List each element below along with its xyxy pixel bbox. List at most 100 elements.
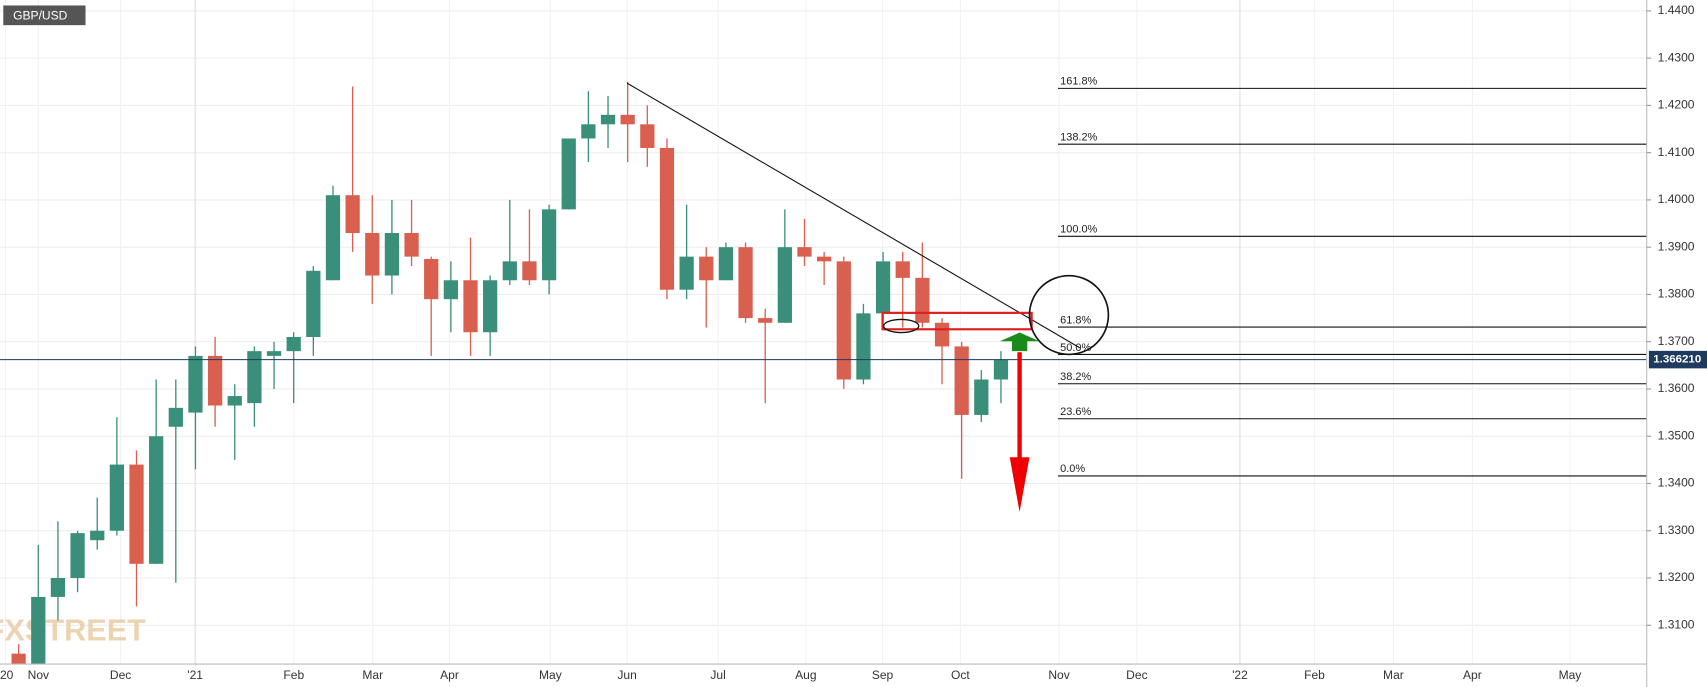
candle-body (856, 313, 871, 380)
y-tick-label: 1.4000 (1658, 192, 1695, 206)
candle-body (699, 256, 714, 281)
x-tick-label: '21 (187, 668, 203, 682)
candle-body (875, 261, 891, 314)
candle-body (954, 346, 969, 415)
candle-body (541, 209, 557, 281)
x-tick-label: May (539, 668, 562, 682)
up-arrow (999, 332, 1040, 352)
x-tick-label: Mar (362, 668, 383, 682)
candle-body (600, 114, 616, 125)
y-tick-label: 1.3700 (1658, 334, 1695, 348)
candle-body (109, 464, 124, 531)
x-tick-label: Aug (795, 668, 816, 682)
candle-body (718, 247, 734, 281)
candle-body (247, 351, 262, 404)
y-tick-label: 1.3200 (1658, 570, 1695, 584)
candle-body (207, 355, 223, 406)
fib-label: 61.8% (1060, 314, 1091, 326)
fib-label: 100.0% (1060, 224, 1097, 236)
candle-body (561, 138, 576, 210)
y-tick-label: 1.4200 (1658, 98, 1695, 112)
fib-label: 0.0% (1060, 463, 1085, 475)
circle-mark (1028, 274, 1110, 356)
fib-label: 38.2% (1060, 371, 1091, 383)
fib-label: 50.0% (1060, 342, 1091, 354)
candle-body (129, 464, 144, 564)
candle-body (463, 280, 478, 333)
axes: 1.3100 1.3200 1.3300 1.3400 1.3500 1.3600 1.37… (0, 3, 1707, 682)
y-tick-label: 1.4400 (1658, 3, 1695, 17)
x-tick-label: Feb (1304, 668, 1325, 682)
candle-body (581, 124, 596, 139)
candle-body (522, 261, 537, 281)
x-tick-label: May (1559, 668, 1582, 682)
x-tick-label: Apr (440, 668, 459, 682)
candle-body (974, 379, 989, 415)
fib-label: 138.2% (1060, 131, 1097, 143)
candle-body (836, 261, 851, 380)
candle-body (777, 247, 792, 323)
y-tick-label: 1.3300 (1658, 523, 1695, 537)
fib-label: 23.6% (1060, 406, 1091, 418)
candle-body (11, 653, 26, 665)
x-tick-label: '20 (0, 668, 14, 682)
y-tick-label: 1.3100 (1658, 617, 1695, 631)
candle-body (149, 436, 164, 564)
watermark: FXSTREET (0, 613, 146, 647)
candle-body (227, 396, 242, 406)
symbol: GBP/USD (13, 9, 68, 23)
candle-body (915, 277, 930, 323)
candle-body (934, 322, 950, 347)
x-tick-label: Jul (710, 668, 725, 682)
y-tick-label: 1.3400 (1658, 476, 1695, 490)
candle-body (31, 596, 46, 665)
candle-body (502, 261, 517, 281)
highlight-box (881, 311, 1033, 331)
x-tick-label: Nov (28, 668, 49, 682)
x-tick-label: Nov (1048, 668, 1069, 682)
candle-body (817, 256, 832, 262)
candle-body (188, 355, 203, 413)
candle-body (679, 256, 694, 290)
candle-body (325, 195, 341, 281)
candle-body (797, 247, 812, 257)
x-tick-label: Sep (872, 668, 894, 682)
candle-body (365, 233, 380, 276)
y-tick-label: 1.3900 (1658, 239, 1695, 253)
x-tick-label: Apr (1463, 668, 1482, 682)
candle-body (384, 233, 400, 276)
x-tick-label: Mar (1383, 668, 1404, 682)
y-tick-label: 1.4100 (1658, 145, 1695, 159)
x-tick-label: Oct (951, 668, 970, 682)
candle-body (659, 147, 675, 290)
y-tick-label: 1.3500 (1658, 428, 1695, 442)
candle-body (168, 407, 183, 427)
fib-label: 161.8% (1060, 76, 1097, 88)
candle-body (306, 270, 321, 337)
y-tick-label: 1.3600 (1658, 381, 1695, 395)
symbol-box (3, 5, 86, 26)
x-tick-label: Feb (283, 668, 304, 682)
candle-body (424, 258, 439, 300)
x-tick-label: '22 (1232, 668, 1248, 682)
candle-body (404, 233, 419, 257)
candle-body (345, 195, 360, 234)
price-label: 1.366210 (1653, 354, 1701, 366)
candle-body (640, 124, 655, 148)
candle-body (266, 351, 282, 356)
ellipse-mark (882, 318, 920, 334)
price-tag (1648, 350, 1707, 369)
candle-body (738, 247, 753, 319)
candle-body (90, 530, 105, 541)
x-tick-label: Dec (1126, 668, 1147, 682)
x-tick-label: Dec (110, 668, 131, 682)
candle-body (443, 280, 458, 300)
y-tick-label: 1.4300 (1658, 50, 1695, 64)
candle-body (758, 318, 773, 323)
candle-body (620, 114, 635, 125)
candle-body (70, 533, 85, 579)
down-arrow-head (1009, 457, 1030, 512)
